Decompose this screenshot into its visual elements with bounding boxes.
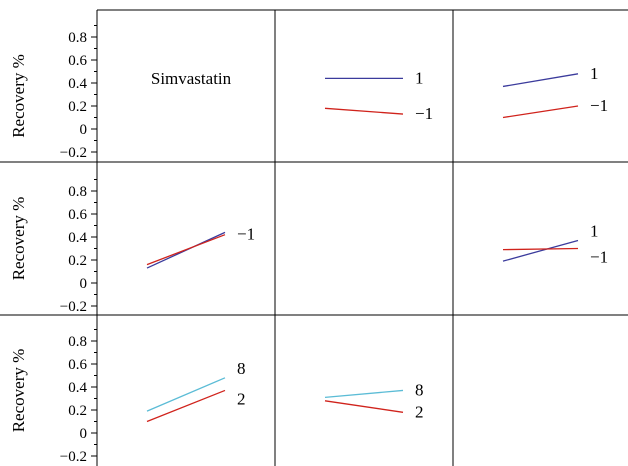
series-level-label: 1 bbox=[415, 68, 424, 87]
series-line bbox=[324, 400, 404, 413]
series-line bbox=[146, 234, 226, 266]
y-tick-label: −0.2 bbox=[60, 299, 87, 315]
y-tick-label: 0.6 bbox=[68, 207, 87, 223]
series-level-label: −1 bbox=[415, 104, 433, 123]
series-level-label: 1 bbox=[590, 64, 599, 83]
panel-title: Simvastatin bbox=[151, 69, 232, 88]
series-level-label: −1 bbox=[590, 248, 608, 267]
series-level-label: 1 bbox=[590, 221, 599, 240]
panel-r0-c0: Simvastatin bbox=[151, 69, 232, 88]
y-tick-label: 0.8 bbox=[68, 334, 87, 350]
series-line bbox=[502, 105, 579, 119]
y-tick-label: 0.6 bbox=[68, 53, 87, 69]
series-line bbox=[502, 247, 579, 251]
series-level-label: 2 bbox=[237, 389, 246, 408]
y-axes: 0.8 0.6 0.4 0.2 0 −0.2 Recovery % 0.8 0.6 0.4 0.2 0… bbox=[9, 25, 97, 465]
series-line bbox=[146, 389, 226, 423]
series-line bbox=[324, 107, 404, 115]
y-tick-label: 0.2 bbox=[68, 253, 87, 269]
series-line bbox=[502, 73, 579, 88]
y-axis-title: Recovery % bbox=[9, 54, 28, 138]
series-level-label: 8 bbox=[415, 380, 424, 399]
panel-r1-c2: 1−1 bbox=[502, 221, 608, 267]
panel-r1-c0: −1 bbox=[146, 225, 255, 269]
y-tick-label: −0.2 bbox=[60, 145, 87, 161]
y-tick-label: 0 bbox=[80, 426, 88, 442]
y-tick-label: 0.2 bbox=[68, 403, 87, 419]
y-tick-label: 0.4 bbox=[68, 230, 87, 246]
panel-r2-c1: 82 bbox=[324, 380, 424, 421]
y-tick-label: 0.6 bbox=[68, 357, 87, 373]
y-axis-title: Recovery % bbox=[9, 349, 28, 433]
series-level-label: 8 bbox=[237, 359, 246, 378]
y-tick-label: −0.2 bbox=[60, 449, 87, 465]
y-tick-label: 0.4 bbox=[68, 76, 87, 92]
y-tick-label: 0 bbox=[80, 122, 88, 138]
panel-grid bbox=[0, 9, 628, 466]
series-line bbox=[502, 239, 579, 262]
series-level-label: −1 bbox=[590, 96, 608, 115]
panel-r0-c1: 1 −1 bbox=[324, 68, 433, 123]
y-tick-label: 0 bbox=[80, 276, 88, 292]
y-tick-label: 0.8 bbox=[68, 30, 87, 46]
y-tick-label: 0.8 bbox=[68, 184, 87, 200]
y-tick-label: 0.4 bbox=[68, 380, 87, 396]
series-line bbox=[146, 377, 226, 412]
series-line bbox=[324, 389, 404, 398]
plot-area: Simvastatin 1−11−1−1 1−182 82 bbox=[146, 64, 608, 423]
y-axis-title: Recovery % bbox=[9, 197, 28, 281]
panel-r0-c2: 1 −1 bbox=[502, 64, 608, 119]
series-level-label: 2 bbox=[415, 402, 424, 421]
panel-r2-c0: 82 bbox=[146, 359, 246, 423]
series-level-label: −1 bbox=[237, 225, 255, 244]
y-tick-label: 0.2 bbox=[68, 99, 87, 115]
